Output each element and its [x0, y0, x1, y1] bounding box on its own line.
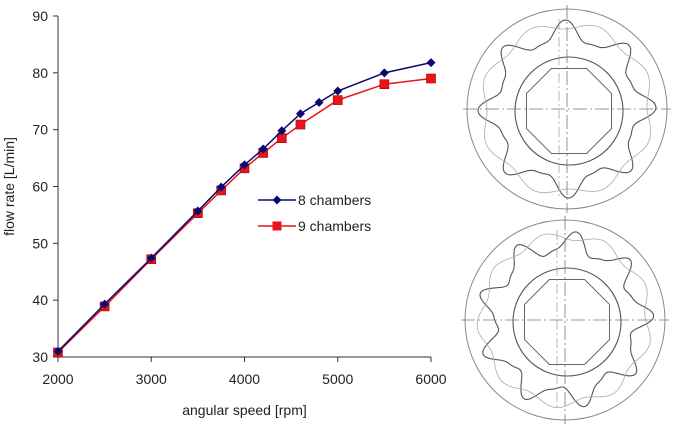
data-point — [193, 206, 203, 216]
y-tick-label: 70 — [32, 122, 48, 138]
data-point — [146, 253, 156, 263]
series-8-chambers — [53, 58, 436, 356]
data-point — [379, 79, 390, 89]
x-tick-label: 2000 — [42, 371, 73, 387]
x-tick-label: 4000 — [229, 371, 260, 387]
data-point — [258, 144, 268, 154]
y-tick-label: 40 — [32, 292, 48, 308]
inner-rotor — [514, 56, 624, 166]
data-point — [53, 346, 63, 356]
data-point — [277, 126, 287, 136]
legend-label-8-chambers: 8 chambers — [298, 192, 371, 208]
series-line — [57, 61, 432, 352]
data-point — [426, 73, 436, 84]
data-point — [295, 119, 306, 130]
y-tick-label: 50 — [32, 235, 48, 251]
series-layer — [53, 58, 436, 358]
x-axis-ticks: 2000 3000 4000 5000 6000 — [42, 357, 447, 387]
shaft-profile — [524, 279, 610, 365]
x-tick-label: 5000 — [322, 371, 353, 387]
shaft-profile — [526, 68, 612, 154]
legend-label-9-chambers: 9 chambers — [298, 218, 371, 234]
y-tick-label: 80 — [32, 65, 48, 81]
flow-rate-chart: 30 40 50 60 70 80 90 2000 3000 4000 5000 6000 angu… — [1, 8, 447, 418]
data-point — [314, 97, 324, 107]
x-tick-label: 6000 — [415, 371, 446, 387]
data-point — [333, 86, 343, 96]
y-tick-label: 90 — [32, 8, 48, 24]
x-axis-label: angular speed [rpm] — [182, 402, 307, 418]
series-line — [57, 77, 432, 353]
data-point — [332, 95, 343, 105]
data-point — [216, 182, 226, 192]
outer-rotor-contour — [476, 233, 651, 409]
legend-marker-square — [272, 221, 282, 231]
y-axis-label: flow rate [L/min] — [1, 137, 17, 236]
x-tick-label: 3000 — [136, 371, 167, 387]
outer-rotor — [479, 231, 655, 408]
data-point — [379, 68, 389, 78]
outer-rotor — [477, 19, 657, 199]
data-point — [100, 299, 110, 309]
data-point — [240, 160, 249, 170]
data-point — [426, 58, 436, 68]
legend-entry-9-chambers: 9 chambers — [258, 218, 371, 234]
y-tick-label: 60 — [32, 179, 48, 195]
legend-entry-8-chambers: 8 chambers — [258, 192, 371, 208]
series-9-chambers — [53, 73, 436, 358]
rotor-drawing-8-chambers — [463, 5, 671, 213]
y-tick-label: 30 — [32, 349, 48, 365]
data-point — [295, 109, 305, 119]
inner-rotor — [512, 267, 622, 377]
legend-marker-diamond — [272, 195, 282, 205]
rotor-drawing-9-chambers — [461, 216, 669, 424]
legend: 8 chambers 9 chambers — [258, 192, 371, 234]
y-axis-ticks: 30 40 50 60 70 80 90 — [32, 8, 58, 365]
